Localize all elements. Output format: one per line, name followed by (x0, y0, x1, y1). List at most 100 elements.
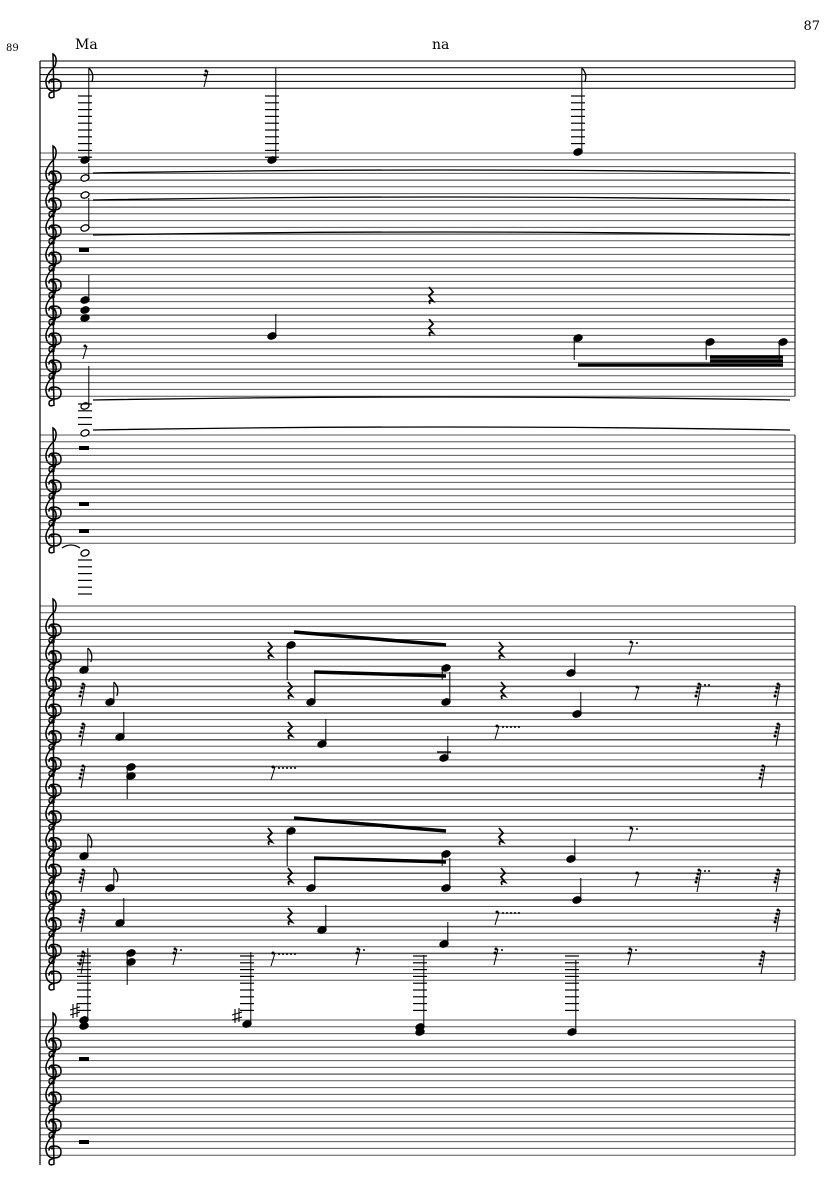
dot (636, 642, 638, 644)
rest-hook (758, 776, 762, 780)
dot (514, 912, 516, 914)
dot (282, 767, 284, 769)
rest-hook (774, 876, 778, 880)
tie (92, 231, 791, 236)
rest-hook (774, 730, 778, 734)
quarter-rest (266, 641, 275, 660)
measure-number: 89 (6, 43, 19, 54)
quarter-rest (499, 867, 508, 886)
half-note-head (80, 191, 90, 199)
rest-hook (79, 730, 83, 734)
rest-hook (773, 880, 777, 884)
rest-hook (629, 640, 633, 644)
eighth-rest (80, 765, 86, 789)
rest-hook (635, 871, 639, 875)
note-flag (581, 67, 587, 83)
dot (636, 828, 638, 830)
dot (635, 949, 637, 951)
rest-hook (79, 916, 83, 920)
whole-rest (79, 1140, 89, 1144)
dot (286, 953, 288, 955)
eighth-rest (628, 641, 634, 656)
rest-hook (697, 868, 701, 872)
beam (313, 856, 447, 864)
treble-clef-icon (50, 535, 54, 538)
rest-hook (759, 958, 763, 962)
note-flag (87, 833, 93, 849)
rest-hook (776, 682, 780, 686)
rest-hook (493, 951, 497, 955)
treble-clef-icon (45, 360, 62, 407)
rest-hook (81, 764, 85, 768)
dot (502, 912, 504, 914)
dot (510, 912, 512, 914)
dot (506, 726, 508, 728)
rest-hook (204, 69, 208, 73)
rest-hook (760, 954, 764, 958)
dot (363, 949, 365, 951)
rest-hook (695, 876, 699, 880)
dot (286, 767, 288, 769)
dot (502, 726, 504, 728)
rest-hook (78, 694, 82, 698)
note-flag (87, 647, 93, 663)
sharp-icon (69, 1003, 81, 1018)
dot (506, 912, 508, 914)
rest-hook (81, 908, 85, 912)
quarter-rest (499, 681, 508, 700)
lyric-syllable: na (432, 37, 450, 53)
eighth-rest (494, 725, 500, 740)
dot (518, 726, 520, 728)
treble-clef-icon (45, 704, 62, 751)
treble-clef-icon (45, 757, 62, 804)
rest-hook (774, 916, 778, 920)
note-flag (113, 681, 119, 697)
quarter-rest (286, 721, 295, 740)
dot (180, 949, 182, 951)
rest-hook (81, 868, 85, 872)
dot (290, 953, 292, 955)
rest-hook (774, 690, 778, 694)
rest-hook (80, 686, 84, 690)
note-head (126, 958, 136, 966)
rest-hook (80, 726, 84, 730)
eighth-rest (80, 869, 86, 893)
rest-hook (696, 686, 700, 690)
rest-hook (81, 682, 85, 686)
treble-clef-icon (45, 52, 62, 99)
treble-clef-icon (45, 918, 62, 965)
dot (290, 767, 292, 769)
eighth-rest (80, 683, 86, 707)
eighth-rest (775, 683, 781, 707)
tie (61, 544, 81, 549)
eighth-rest (775, 723, 781, 747)
treble-clef-icon (45, 1119, 62, 1166)
rest-hook (773, 694, 777, 698)
rest-hook (78, 734, 82, 738)
rest-hook (494, 947, 498, 951)
rest-hook (79, 958, 83, 962)
treble-clef-icon (45, 731, 62, 778)
whole-rest (79, 446, 89, 450)
rest-hook (776, 722, 780, 726)
rest-hook (759, 772, 763, 776)
eighth-rest (355, 948, 361, 966)
rest-hook (80, 768, 84, 772)
dot (294, 767, 296, 769)
rest-hook (172, 951, 176, 955)
rest-hook (761, 764, 765, 768)
eighth-rest (628, 827, 634, 842)
treble-clef-icon (45, 784, 62, 831)
rest-hook (776, 868, 780, 872)
rest-hook (173, 947, 177, 951)
rest-hook (80, 912, 84, 916)
rest-hook (79, 690, 83, 694)
rest-hook (635, 685, 639, 689)
rest-hook (78, 880, 82, 884)
rest-hook (495, 724, 499, 728)
rest-hook (695, 690, 699, 694)
rest-hook (495, 910, 499, 914)
rest-hook (83, 344, 87, 348)
treble-clef-icon (45, 624, 62, 671)
quarter-rest (266, 827, 275, 846)
